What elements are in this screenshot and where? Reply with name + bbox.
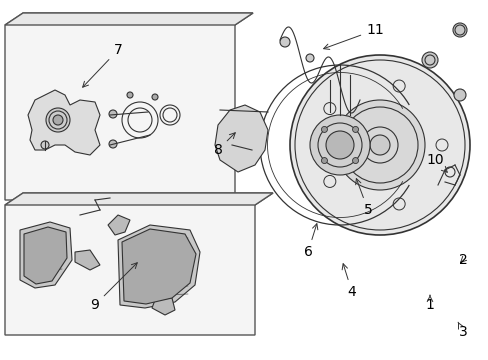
Circle shape	[352, 126, 358, 132]
Circle shape	[289, 55, 469, 235]
Text: 6: 6	[303, 224, 317, 259]
Circle shape	[53, 115, 63, 125]
Circle shape	[46, 108, 70, 132]
Polygon shape	[5, 193, 272, 205]
Polygon shape	[122, 229, 196, 304]
Text: 1: 1	[425, 295, 433, 312]
Text: 7: 7	[82, 43, 122, 87]
Polygon shape	[75, 250, 100, 270]
Text: 9: 9	[90, 263, 137, 312]
Text: 3: 3	[457, 322, 467, 339]
Text: 2: 2	[458, 253, 467, 267]
Text: 11: 11	[323, 23, 383, 49]
Circle shape	[325, 131, 353, 159]
Circle shape	[305, 54, 313, 62]
Polygon shape	[215, 105, 267, 172]
Text: 4: 4	[342, 264, 356, 299]
Circle shape	[453, 89, 465, 101]
Polygon shape	[5, 13, 252, 200]
Polygon shape	[5, 193, 272, 335]
Circle shape	[421, 52, 437, 68]
Circle shape	[452, 23, 466, 37]
Polygon shape	[152, 298, 175, 315]
Circle shape	[334, 100, 424, 190]
Text: 10: 10	[426, 153, 447, 172]
Polygon shape	[20, 222, 72, 288]
Polygon shape	[28, 90, 100, 155]
Circle shape	[152, 94, 158, 100]
Circle shape	[109, 140, 117, 148]
Circle shape	[321, 126, 327, 132]
Circle shape	[321, 158, 327, 163]
Text: 8: 8	[213, 133, 235, 157]
Polygon shape	[118, 225, 200, 308]
Circle shape	[352, 158, 358, 163]
Circle shape	[109, 110, 117, 118]
Polygon shape	[24, 227, 67, 284]
Text: 5: 5	[355, 179, 372, 217]
Circle shape	[369, 135, 389, 155]
Polygon shape	[5, 13, 252, 25]
Circle shape	[280, 37, 289, 47]
Polygon shape	[108, 215, 130, 235]
Circle shape	[127, 92, 133, 98]
Circle shape	[309, 115, 369, 175]
Circle shape	[41, 141, 49, 149]
